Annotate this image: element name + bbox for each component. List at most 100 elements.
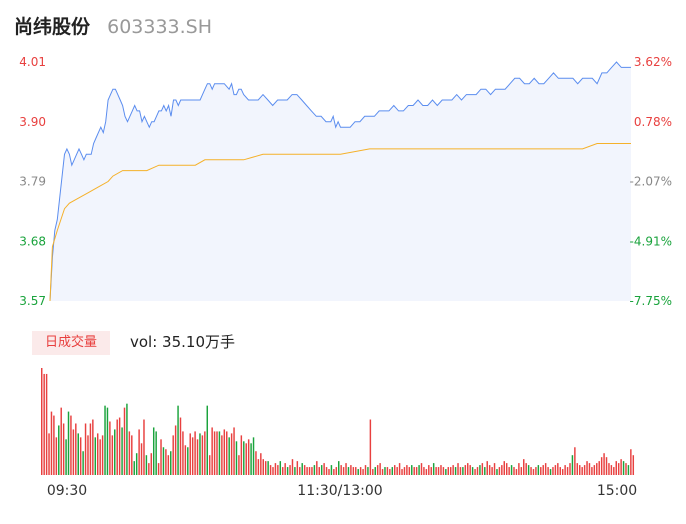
average-price-line [49, 143, 631, 302]
volume-bar [418, 465, 420, 475]
volume-bar [428, 465, 430, 475]
volume-bar [104, 405, 106, 475]
price-chart: 4.01 3.90 3.79 3.68 3.57 3.62% 0.78% -2.07% -4.9… [19, 55, 672, 308]
volume-bar [41, 368, 43, 475]
volume-bar [367, 467, 369, 475]
volume-bar [518, 463, 520, 475]
y-tick-right-3: -4.91% [630, 234, 672, 248]
volume-bar [157, 463, 160, 475]
volume-bar [376, 465, 379, 475]
volume-bar [208, 455, 211, 475]
volume-bar [532, 469, 535, 475]
volume-bar [260, 453, 262, 475]
volume-bar [391, 467, 394, 475]
volume-bar [106, 407, 109, 475]
volume-bar [155, 431, 157, 475]
volume-bar [179, 417, 182, 475]
volume-bar [228, 437, 230, 475]
volume-bar [338, 461, 340, 475]
volume-bar [544, 463, 547, 475]
y-tick-left-2: 3.79 [19, 175, 46, 189]
volume-bar [464, 465, 467, 475]
volume-bar [447, 467, 450, 475]
volume-bar [608, 463, 610, 475]
volume-bar [525, 463, 527, 475]
volume-bar [620, 459, 622, 475]
volume-bar [316, 461, 318, 475]
volume-bar [303, 465, 306, 475]
volume-bar [484, 467, 486, 475]
volume-bar [216, 431, 218, 475]
volume-bar [462, 467, 464, 475]
volume-bar [615, 461, 617, 475]
volume-bar [143, 419, 145, 475]
volume-bar [70, 415, 72, 475]
volume-bar [184, 445, 187, 475]
volume-bar [140, 443, 143, 475]
volume-bar [459, 467, 462, 475]
volume-bar [600, 457, 603, 475]
volume-bar [583, 465, 586, 475]
y-tick-right-0: 3.62% [634, 55, 672, 69]
volume-bar [357, 469, 359, 475]
volume-bar [53, 415, 55, 475]
volume-bar [501, 465, 503, 475]
y-tick-right-1: 0.78% [634, 115, 672, 129]
volume-bar [593, 465, 596, 475]
volume-bar [425, 469, 428, 475]
volume-bar [581, 467, 583, 475]
volume-bar [576, 463, 579, 475]
volume-bar [486, 461, 488, 475]
volume-bar [311, 467, 313, 475]
volume-bar [274, 463, 277, 475]
x-tick-1: 11:30/13:00 [297, 483, 382, 499]
x-tick-0: 09:30 [47, 483, 87, 499]
volume-bar [630, 449, 632, 475]
volume-bar [586, 461, 588, 475]
volume-bar [101, 435, 104, 475]
volume-bar [452, 465, 454, 475]
volume-bar [457, 463, 459, 475]
volume-bar [503, 461, 505, 475]
volume-bar [430, 467, 432, 475]
volume-bar [374, 467, 376, 475]
volume-bar [172, 435, 174, 475]
volume-bar [58, 425, 60, 475]
volume-bar [189, 433, 191, 475]
volume-bar [513, 467, 515, 475]
volume-bar [510, 465, 513, 475]
volume-bar [413, 467, 415, 475]
y-tick-left-0: 4.01 [19, 55, 46, 69]
volume-bar [605, 457, 608, 475]
volume-bar [613, 467, 615, 475]
volume-bar [569, 463, 571, 475]
volume-bar [167, 455, 170, 475]
volume-bar [50, 411, 53, 475]
volume-bar [622, 461, 625, 475]
volume-bar [135, 453, 138, 475]
volume-bar [598, 461, 600, 475]
volume-bar [603, 453, 605, 475]
volume-bar [481, 463, 484, 475]
volume-bar [211, 427, 213, 475]
volume-bar [564, 465, 566, 475]
volume-bar [420, 463, 423, 475]
volume-bar [379, 463, 381, 475]
volume-bar [118, 417, 121, 475]
volume-bar [291, 459, 294, 475]
volume-bar [284, 463, 286, 475]
volume-bar [625, 463, 627, 475]
volume-bar [359, 467, 362, 475]
volume-bar [48, 433, 50, 475]
volume-bar [411, 465, 413, 475]
volume-bar [474, 469, 476, 475]
volume-panel-title: 日成交量 [32, 331, 110, 355]
volume-bar [471, 467, 474, 475]
volume-bar [170, 451, 172, 475]
volume-bar [187, 447, 189, 475]
volume-bar [364, 465, 367, 475]
volume-bar [493, 463, 496, 475]
volume-bar [362, 469, 364, 475]
volume-bar [87, 435, 89, 475]
volume-bar [89, 423, 92, 475]
